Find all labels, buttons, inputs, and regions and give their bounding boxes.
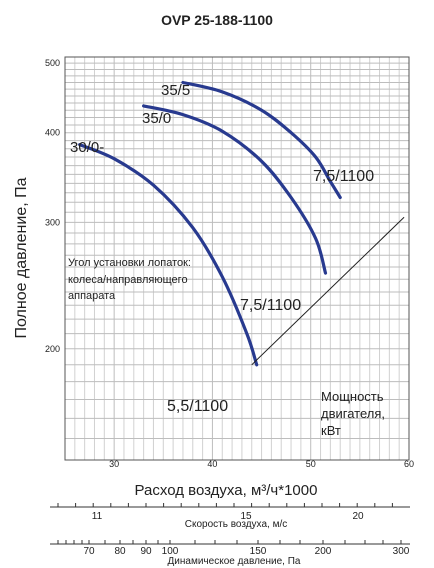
x-axis-label: Расход воздуха, м³/ч*1000 (135, 482, 318, 499)
dp-tick-80: 80 (114, 546, 126, 557)
motor-label-series-3: 7,5/1100 (313, 168, 374, 185)
blade-angle-note-3: аппарата (68, 290, 116, 302)
x-tick-label: 40 (207, 459, 217, 469)
series-label-30-0: 30/0- (70, 139, 104, 156)
chart-title: OVP 25-188-1100 (161, 12, 273, 28)
blade-angle-note-1: Угол установки лопаток: (68, 257, 191, 269)
series-curve-3 (181, 80, 342, 200)
motor-label-series-2: 7,5/1100 (240, 297, 301, 314)
velocity-tick-20: 20 (352, 511, 364, 522)
x-tick-label: 60 (404, 459, 414, 469)
grid (65, 57, 410, 460)
y-axis-label: Полное давление, Па (13, 177, 30, 338)
y-tick-label: 400 (45, 128, 60, 138)
power-note-1: Мощность (321, 389, 384, 404)
y-tick-label: 300 (45, 217, 60, 227)
plot-frame (64, 56, 410, 461)
y-tick-label: 500 (45, 58, 60, 68)
series-label-35-5: 35/5 (161, 82, 190, 99)
x-tick-label: 50 (306, 459, 316, 469)
series-label-35-0: 35/0 (142, 110, 171, 127)
velocity-tick-11: 11 (92, 511, 103, 522)
motor-label-series-1: 5,5/1100 (167, 398, 228, 415)
x-tick-labels: 30 40 50 60 (109, 459, 414, 469)
y-tick-label: 200 (45, 344, 60, 354)
dp-tick-90: 90 (140, 546, 152, 557)
velocity-axis-ticks (57, 503, 393, 507)
power-note-3: кВт (321, 423, 341, 438)
power-note-2: двигателя, (321, 406, 385, 421)
velocity-axis-label: Скорость воздуха, м/с (185, 519, 287, 530)
dp-tick-300: 300 (393, 546, 410, 557)
dp-tick-70: 70 (83, 546, 95, 557)
x-tick-label: 30 (109, 459, 119, 469)
dynamic-pressure-axis-ticks (57, 540, 402, 544)
dp-tick-100: 100 (162, 546, 179, 557)
power-limit-line (251, 216, 405, 366)
dp-tick-200: 200 (315, 546, 332, 557)
dp-tick-150: 150 (250, 546, 267, 557)
series-curve-1 (78, 143, 259, 367)
velocity-tick-15: 15 (240, 511, 252, 522)
y-tick-labels: 200 300 400 500 (45, 58, 60, 354)
blade-angle-note-2: колеса/направляющего (68, 274, 188, 286)
curves (78, 80, 342, 367)
dynamic-pressure-axis-label: Динамическое давление, Па (168, 556, 301, 567)
series-curve-2 (142, 104, 328, 275)
